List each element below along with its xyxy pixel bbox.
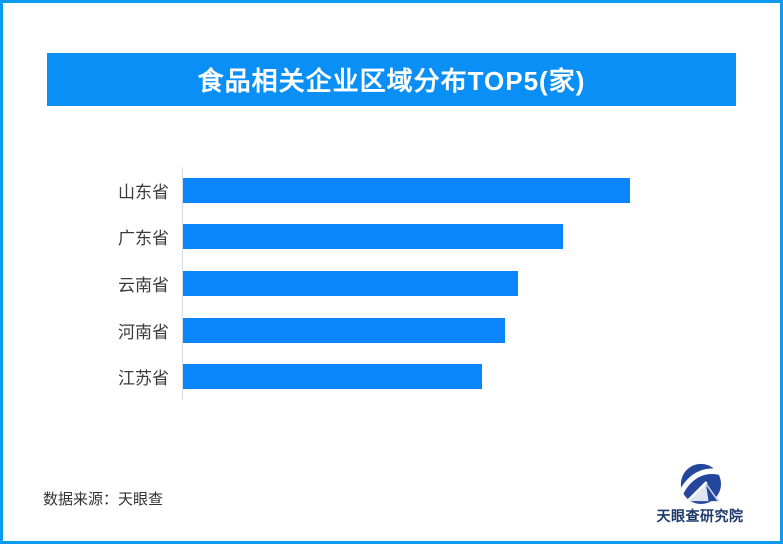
logo-text: 天眼查研究院	[656, 508, 744, 524]
bar-row: 江苏省	[3, 353, 780, 400]
tianyancha-eye-icon	[677, 463, 724, 505]
bar	[183, 364, 482, 390]
bar	[183, 317, 505, 343]
category-label: 云南省	[118, 275, 169, 295]
bar-row: 云南省	[3, 260, 780, 307]
bar-row: 河南省	[3, 307, 780, 354]
y-axis-line	[182, 167, 183, 400]
category-label: 广东省	[118, 229, 169, 249]
bar-row: 广东省	[3, 214, 780, 261]
bar-chart: 山东省广东省云南省河南省江苏省	[3, 167, 780, 400]
bar-row: 山东省	[3, 167, 780, 214]
category-label: 江苏省	[118, 369, 169, 389]
bar	[183, 270, 518, 296]
bar	[183, 224, 563, 250]
category-label: 山东省	[118, 182, 169, 202]
category-label: 河南省	[118, 322, 169, 342]
chart-title: 食品相关企业区域分布TOP5(家)	[197, 66, 586, 96]
data-source-text: 数据来源：天眼查	[43, 491, 164, 508]
chart-title-banner: 食品相关企业区域分布TOP5(家)	[47, 53, 736, 106]
bar-rows: 山东省广东省云南省河南省江苏省	[3, 167, 780, 400]
tianyancha-logo: 天眼查研究院	[654, 461, 746, 526]
bar	[183, 177, 630, 203]
